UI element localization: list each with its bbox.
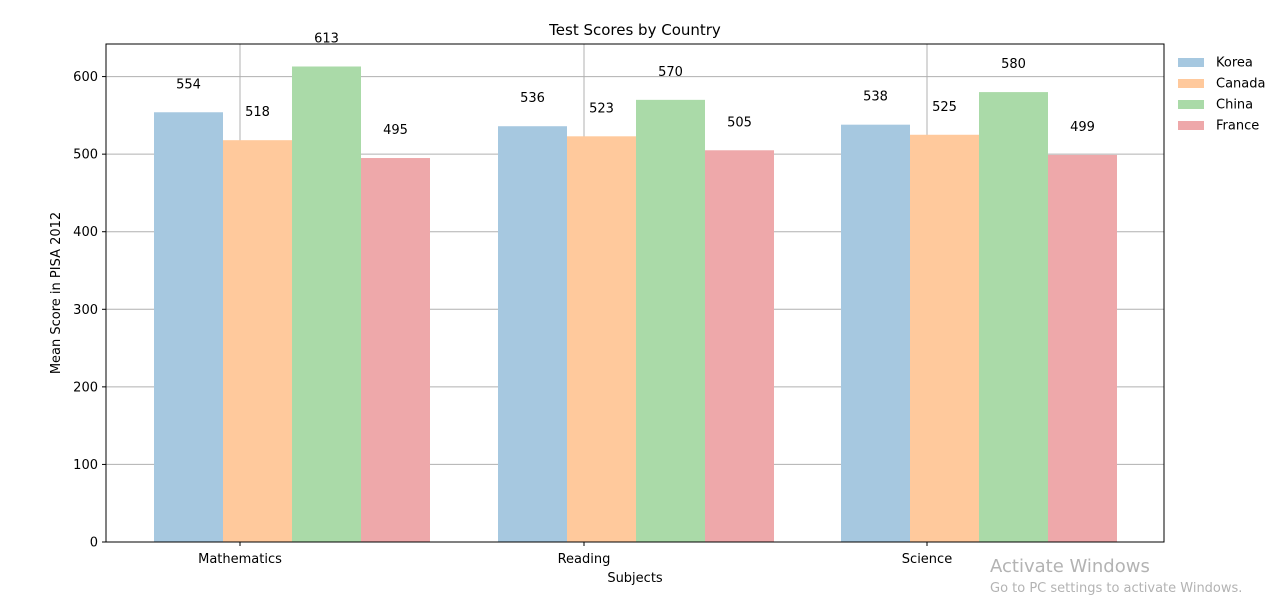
bar-korea-mathematics [154, 112, 223, 542]
bar-value-label: 613 [314, 31, 339, 46]
x-axis-label: Subjects [607, 571, 663, 586]
legend-label-france: France [1216, 119, 1259, 134]
bar-canada-mathematics [223, 140, 292, 542]
bar-france-reading [705, 150, 774, 542]
x-axis: Mathematics Reading Science [198, 542, 952, 567]
bar-canada-science [910, 134, 979, 542]
x-tick-label: Science [902, 552, 952, 567]
y-tick-label: 200 [73, 380, 98, 395]
y-tick-label: 600 [73, 70, 98, 85]
bar-value-label: 523 [589, 101, 614, 116]
data-labels: 554 536 538 518 523 525 613 570 580 495 505 499 [176, 31, 1095, 138]
y-tick-label: 300 [73, 303, 98, 318]
bar-value-label: 518 [245, 105, 270, 120]
bar-value-label: 525 [932, 100, 957, 115]
plot-frame [105, 43, 1165, 543]
legend-swatch-korea [1178, 58, 1204, 67]
bars [154, 66, 1117, 543]
bar-canada-reading [567, 136, 636, 542]
bar-value-label: 536 [520, 91, 545, 106]
bar-value-label: 570 [658, 65, 683, 80]
legend-swatch-france [1178, 121, 1204, 130]
y-axis-label: Mean Score in PISA 2012 [49, 212, 64, 374]
legend-label-korea: Korea [1216, 56, 1253, 71]
bar-china-mathematics [292, 66, 361, 542]
bar-value-label: 580 [1001, 57, 1026, 72]
legend: Korea Canada China France [1178, 56, 1265, 134]
legend-swatch-canada [1178, 79, 1204, 88]
bar-france-mathematics [361, 158, 430, 543]
bar-france-science [1048, 154, 1117, 542]
bar-korea-reading [498, 126, 567, 542]
bar-value-label: 499 [1070, 120, 1095, 135]
legend-label-canada: Canada [1216, 77, 1265, 92]
chart-title: Test Scores by Country [548, 21, 721, 39]
y-tick-label: 100 [73, 458, 98, 473]
x-tick-label: Mathematics [198, 552, 282, 567]
bar-value-label: 495 [383, 123, 408, 138]
y-tick-label: 400 [73, 225, 98, 240]
bar-korea-science [841, 124, 910, 542]
x-tick-label: Reading [558, 552, 611, 567]
bar-china-science [979, 92, 1048, 543]
bar-value-label: 538 [863, 90, 888, 105]
y-tick-label: 500 [73, 148, 98, 163]
bar-china-reading [636, 99, 705, 542]
bar-value-label: 554 [176, 77, 201, 92]
legend-label-china: China [1216, 98, 1253, 113]
y-tick-label: 0 [90, 536, 98, 551]
legend-swatch-china [1178, 100, 1204, 109]
bar-value-label: 505 [727, 115, 752, 130]
y-axis: 0 100 200 300 400 500 600 [73, 70, 106, 551]
